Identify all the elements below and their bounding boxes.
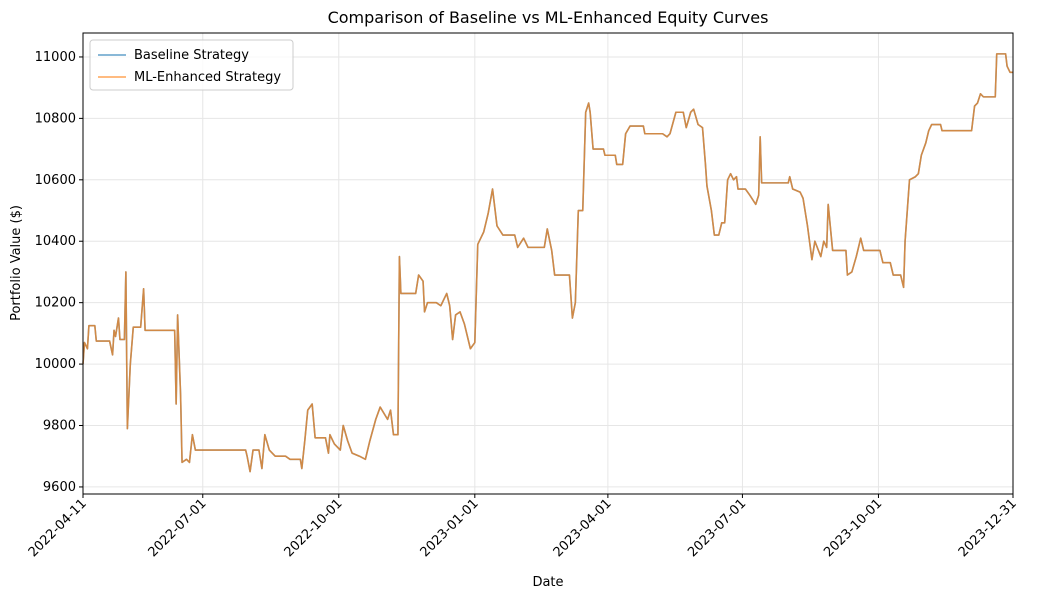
y-axis-label: Portfolio Value ($): [9, 205, 24, 321]
legend-label: ML-Enhanced Strategy: [134, 70, 281, 85]
x-axis-label: Date: [532, 575, 563, 590]
x-tick-label: 2022-04-11: [26, 496, 90, 560]
x-tick-label: 2023-04-01: [551, 496, 615, 560]
x-tick-label: 2022-07-01: [146, 496, 210, 560]
legend-label: Baseline Strategy: [134, 48, 249, 63]
x-tick-label: 2023-12-31: [956, 496, 1020, 560]
y-tick-label: 11000: [35, 50, 76, 65]
y-tick-label: 10200: [35, 296, 76, 311]
y-tick-label: 10400: [35, 234, 76, 249]
series-line: [82, 53, 1013, 473]
chart-title: Comparison of Baseline vs ML-Enhanced Eq…: [328, 8, 769, 27]
legend-box: [89, 39, 294, 91]
y-tick-label: 9600: [43, 480, 76, 495]
x-tick-label: 2022-10-01: [282, 496, 346, 560]
y-tick-label: 10000: [35, 357, 76, 372]
y-tick-label: 9800: [43, 419, 76, 434]
x-tick-label: 2023-10-01: [821, 496, 885, 560]
plot-frame: [82, 32, 1014, 495]
x-tick-label: 2023-01-01: [418, 496, 482, 560]
y-tick-label: 10600: [35, 173, 76, 188]
series-line: [82, 53, 1013, 473]
y-tick-label: 10800: [35, 111, 76, 126]
x-tick-label: 2023-07-01: [685, 496, 749, 560]
